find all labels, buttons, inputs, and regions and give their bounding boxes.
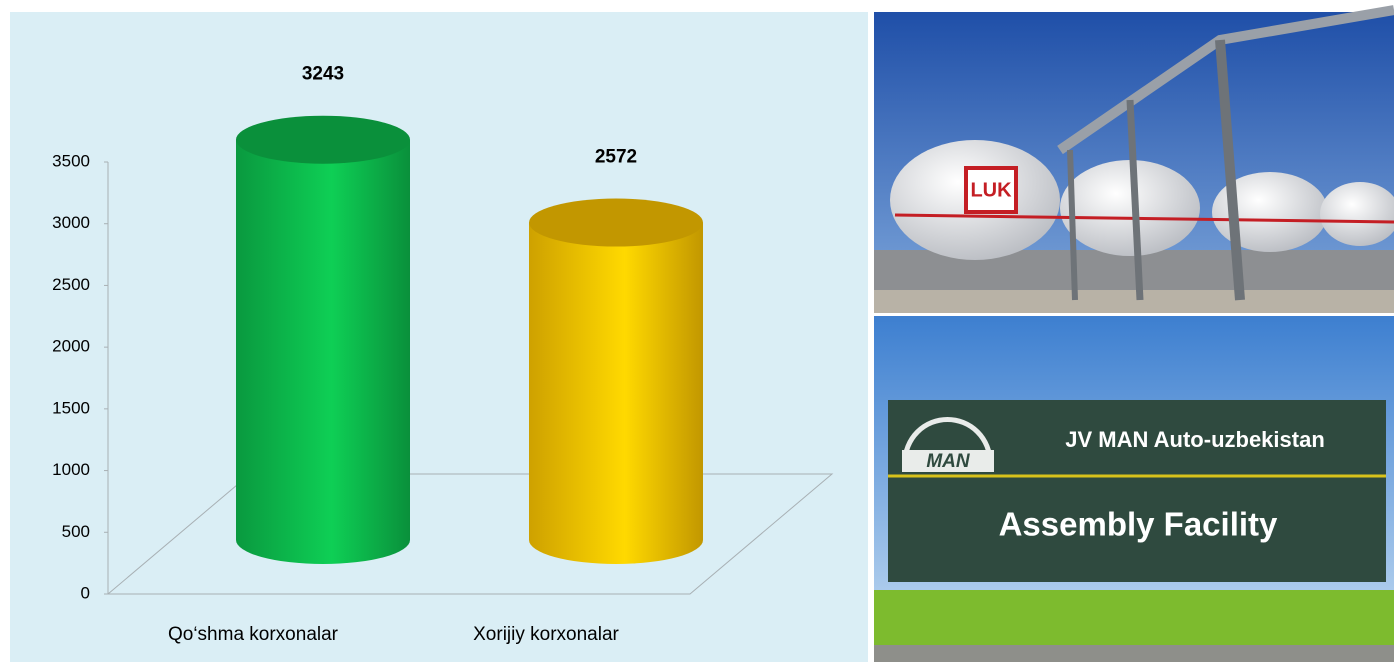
photo-sign: MAN JV MAN Auto-uzbekistan Assembly Faci… (874, 316, 1394, 662)
y-tick-label: 1500 (52, 398, 90, 417)
photo-tanks: LUK (874, 10, 1394, 313)
sign-logo: MAN (926, 451, 971, 472)
y-tick-label: 1000 (52, 460, 90, 479)
cylinder-top (236, 116, 410, 164)
data-label: 3243 (302, 64, 344, 85)
cylinder (529, 223, 703, 564)
tank-logo: LUK (970, 179, 1012, 201)
y-tick-label: 0 (81, 583, 90, 602)
x-tick-label: Qo‘shma korxonalar (168, 624, 339, 645)
x-tick-label: Xorijiy korxonalar (473, 624, 619, 645)
y-tick-label: 3000 (52, 213, 90, 232)
page: 0 500 1000 1500 2000 2500 3000 3500 3243 Qo‘shma … (0, 0, 1394, 668)
sign-line-2: Assembly Facility (999, 506, 1278, 543)
sign-line-1: JV MAN Auto-uzbekistan (1065, 427, 1325, 452)
data-label: 2572 (595, 147, 637, 168)
chart-background (10, 12, 868, 662)
slide: 0 500 1000 1500 2000 2500 3000 3500 3243 Qo‘shma … (0, 0, 1394, 668)
y-tick-label: 3500 (52, 151, 90, 170)
cylinder (236, 140, 410, 564)
y-tick-label: 2500 (52, 275, 90, 294)
cylinder-top (529, 199, 703, 247)
y-tick-label: 500 (62, 522, 90, 541)
y-tick-label: 2000 (52, 337, 90, 356)
